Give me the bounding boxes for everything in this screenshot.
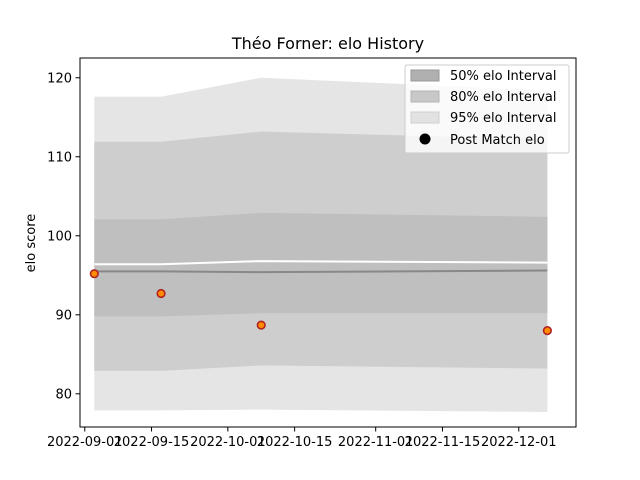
median-lines bbox=[94, 260, 548, 274]
x-tick-label: 2022-11-15 bbox=[405, 435, 481, 450]
median-line-white bbox=[94, 260, 548, 266]
y-tick-label: 80 bbox=[55, 387, 72, 402]
legend-swatch-50 bbox=[410, 69, 440, 82]
legend-label-post-match: Post Match elo bbox=[450, 133, 545, 148]
x-tick-label: 2022-10-01 bbox=[190, 435, 266, 450]
plot-frame bbox=[79, 57, 577, 428]
y-tick-label: 90 bbox=[55, 308, 72, 323]
y-tick-label: 110 bbox=[47, 150, 72, 165]
y-axis-label: elo score bbox=[24, 214, 39, 273]
legend-label-95: 95% elo Interval bbox=[450, 111, 557, 126]
post-match-point bbox=[542, 326, 552, 336]
median-line-gray bbox=[94, 269, 548, 274]
y-tick-label: 120 bbox=[47, 71, 72, 86]
legend-label-80: 80% elo Interval bbox=[450, 90, 557, 105]
post-match-point bbox=[89, 269, 99, 279]
interval-bands bbox=[94, 77, 548, 412]
chart-title: Théo Forner: elo History bbox=[231, 34, 424, 53]
band-50-percent bbox=[94, 212, 548, 317]
y-tick-label: 100 bbox=[47, 229, 72, 244]
post-match-point bbox=[156, 288, 166, 299]
y-axis-ticks: 80 90 100 110 120 bbox=[47, 71, 80, 402]
legend: 50% elo Interval 80% elo Interval 95% el… bbox=[404, 64, 570, 154]
x-tick-label: 2022-09-15 bbox=[114, 435, 190, 450]
x-tick-label: 2022-12-01 bbox=[481, 435, 557, 450]
x-tick-label: 2022-09-01 bbox=[47, 435, 123, 450]
post-match-points bbox=[89, 269, 552, 336]
post-match-point bbox=[256, 320, 266, 330]
x-tick-label: 2022-11-01 bbox=[338, 435, 414, 450]
legend-swatch-80 bbox=[410, 90, 440, 103]
legend-label-50: 50% elo Interval bbox=[450, 69, 557, 84]
x-tick-label: 2022-10-15 bbox=[257, 435, 333, 450]
legend-marker-post-match bbox=[419, 133, 431, 145]
legend-box bbox=[404, 64, 570, 154]
legend-swatch-95 bbox=[410, 111, 440, 124]
